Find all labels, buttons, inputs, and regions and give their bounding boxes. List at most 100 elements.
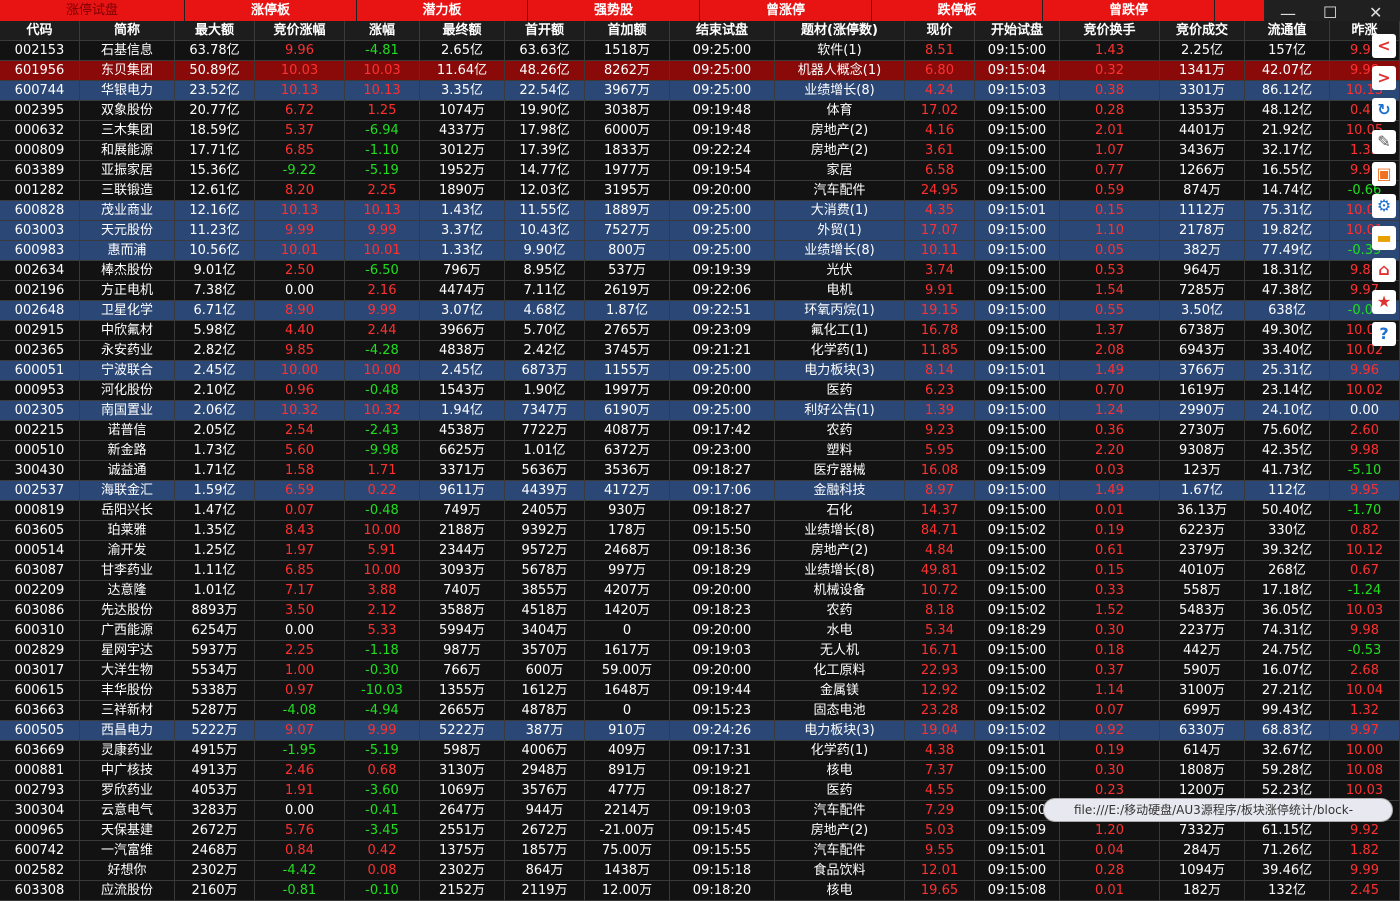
table-cell: 6.85 <box>255 141 345 161</box>
tab[interactable]: 曾跌停 <box>1043 0 1215 21</box>
table-cell: 诺普信 <box>80 421 175 441</box>
table-cell: 6.71亿 <box>175 301 255 321</box>
refresh[interactable]: ↻ <box>1372 98 1396 122</box>
table-cell: 化工原料 <box>775 661 905 681</box>
table-cell: 09:19:03 <box>670 801 775 821</box>
table-cell: 09:15:55 <box>670 841 775 861</box>
table-cell: 09:19:21 <box>670 761 775 781</box>
table-cell: 石基信息 <box>80 41 175 61</box>
table-cell: 09:23:09 <box>670 321 775 341</box>
table-cell: 3745万 <box>585 341 670 361</box>
table-cell: 华银电力 <box>80 81 175 101</box>
close[interactable]: ✕ <box>1369 3 1383 22</box>
table-cell: 22.54亿 <box>505 81 585 101</box>
table-cell: 910万 <box>585 721 670 741</box>
table-cell: 12.92 <box>905 681 975 701</box>
table-cell: 09:19:48 <box>670 121 775 141</box>
table-cell: 4.35 <box>905 201 975 221</box>
column-header: 首加额 <box>585 21 670 41</box>
pin[interactable]: ✎ <box>1372 130 1396 154</box>
table-cell: 8893万 <box>175 601 255 621</box>
help[interactable]: ? <box>1372 322 1396 346</box>
tab[interactable]: 涨停板 <box>185 0 357 21</box>
column-header: 竞价涨幅 <box>255 21 345 41</box>
table-cell: 0.92 <box>1060 721 1160 741</box>
table-cell: 33.40亿 <box>1245 341 1330 361</box>
table-cell: 0.32 <box>1060 61 1160 81</box>
table-cell: 4006万 <box>505 741 585 761</box>
table-cell: 房地产(2) <box>775 821 905 841</box>
table-cell: 先达股份 <box>80 601 175 621</box>
table-cell: 0.36 <box>1060 421 1160 441</box>
table-cell: 42.07亿 <box>1245 61 1330 81</box>
table-cell: 1.71亿 <box>175 461 255 481</box>
table-cell: 001282 <box>0 181 80 201</box>
table-cell: 09:15:00 <box>975 501 1060 521</box>
table-cell: 09:15:00 <box>975 321 1060 341</box>
table-cell: 1.54 <box>1060 281 1160 301</box>
next[interactable]: > <box>1372 66 1396 90</box>
calendar[interactable]: ▣ <box>1372 162 1396 186</box>
table-cell: 09:15:04 <box>975 61 1060 81</box>
table-cell: 09:15:00 <box>975 121 1060 141</box>
table-cell: 17.18亿 <box>1245 581 1330 601</box>
table-cell: 19.82亿 <box>1245 221 1330 241</box>
tab[interactable]: 强势股 <box>528 0 700 21</box>
settings[interactable]: ⚙ <box>1372 194 1396 218</box>
table-cell: 6372万 <box>585 441 670 461</box>
table-cell: 三祥新材 <box>80 701 175 721</box>
prev[interactable]: < <box>1372 34 1396 58</box>
table-cell: 09:15:00 <box>975 341 1060 361</box>
table-cell: 9.91 <box>905 281 975 301</box>
table-cell: 10.43亿 <box>505 221 585 241</box>
table-cell: 0.00 <box>255 621 345 641</box>
table-cell: 0.18 <box>1060 641 1160 661</box>
table-cell: 9392万 <box>505 521 585 541</box>
favorite[interactable]: ★ <box>1372 290 1396 314</box>
table-cell: 09:15:00 <box>975 441 1060 461</box>
table-cell: 2302万 <box>175 861 255 881</box>
table-cell: 4474万 <box>420 281 505 301</box>
table-cell: 农药 <box>775 421 905 441</box>
table-cell: 西昌电力 <box>80 721 175 741</box>
table-cell: 5222万 <box>175 721 255 741</box>
table-cell: 2.08 <box>1060 341 1160 361</box>
tab[interactable]: 曾涨停 <box>700 0 872 21</box>
table-cell: 002829 <box>0 641 80 661</box>
table-cell: 09:15:00 <box>975 641 1060 661</box>
table-cell: 59.00万 <box>585 661 670 681</box>
tab[interactable]: 涨停试盘 <box>0 0 185 21</box>
table-cell: 5.34 <box>905 621 975 641</box>
table-cell: 11.55亿 <box>505 201 585 221</box>
home[interactable]: ⌂ <box>1372 258 1396 282</box>
table-cell: 4.16 <box>905 121 975 141</box>
table-cell: 09:15:02 <box>975 521 1060 541</box>
table-cell: 09:19:48 <box>670 101 775 121</box>
table-cell: 3093万 <box>420 561 505 581</box>
table-cell: 09:15:09 <box>975 821 1060 841</box>
table-cell: 75.60亿 <box>1245 421 1330 441</box>
table-cell: 9.99 <box>345 301 420 321</box>
tab[interactable]: 跌停板 <box>872 0 1043 21</box>
table-cell: 1.67亿 <box>1160 481 1245 501</box>
table-cell: 10.32 <box>255 401 345 421</box>
minimize[interactable]: — <box>1280 4 1296 23</box>
table-cell: 09:15:02 <box>975 561 1060 581</box>
table-cell: 4915万 <box>175 741 255 761</box>
table-cell: 09:25:00 <box>670 361 775 381</box>
table-cell: 284万 <box>1160 841 1245 861</box>
table-cell: 1543万 <box>420 381 505 401</box>
table-cell: 002537 <box>0 481 80 501</box>
table-cell: 0.05 <box>1060 241 1160 261</box>
table-cell: 09:15:18 <box>670 861 775 881</box>
maximize[interactable]: ☐ <box>1323 3 1338 22</box>
table-cell: -0.48 <box>345 501 420 521</box>
column-header: 涨幅 <box>345 21 420 41</box>
table-cell: 2990万 <box>1160 401 1245 421</box>
folder[interactable]: ▬ <box>1372 226 1396 250</box>
tab[interactable]: 潜力板 <box>357 0 528 21</box>
table-cell: 12.16亿 <box>175 201 255 221</box>
table-cell: 1.07 <box>1060 141 1160 161</box>
table-cell: 3.35亿 <box>420 81 505 101</box>
table-cell: 0.01 <box>1060 881 1160 901</box>
